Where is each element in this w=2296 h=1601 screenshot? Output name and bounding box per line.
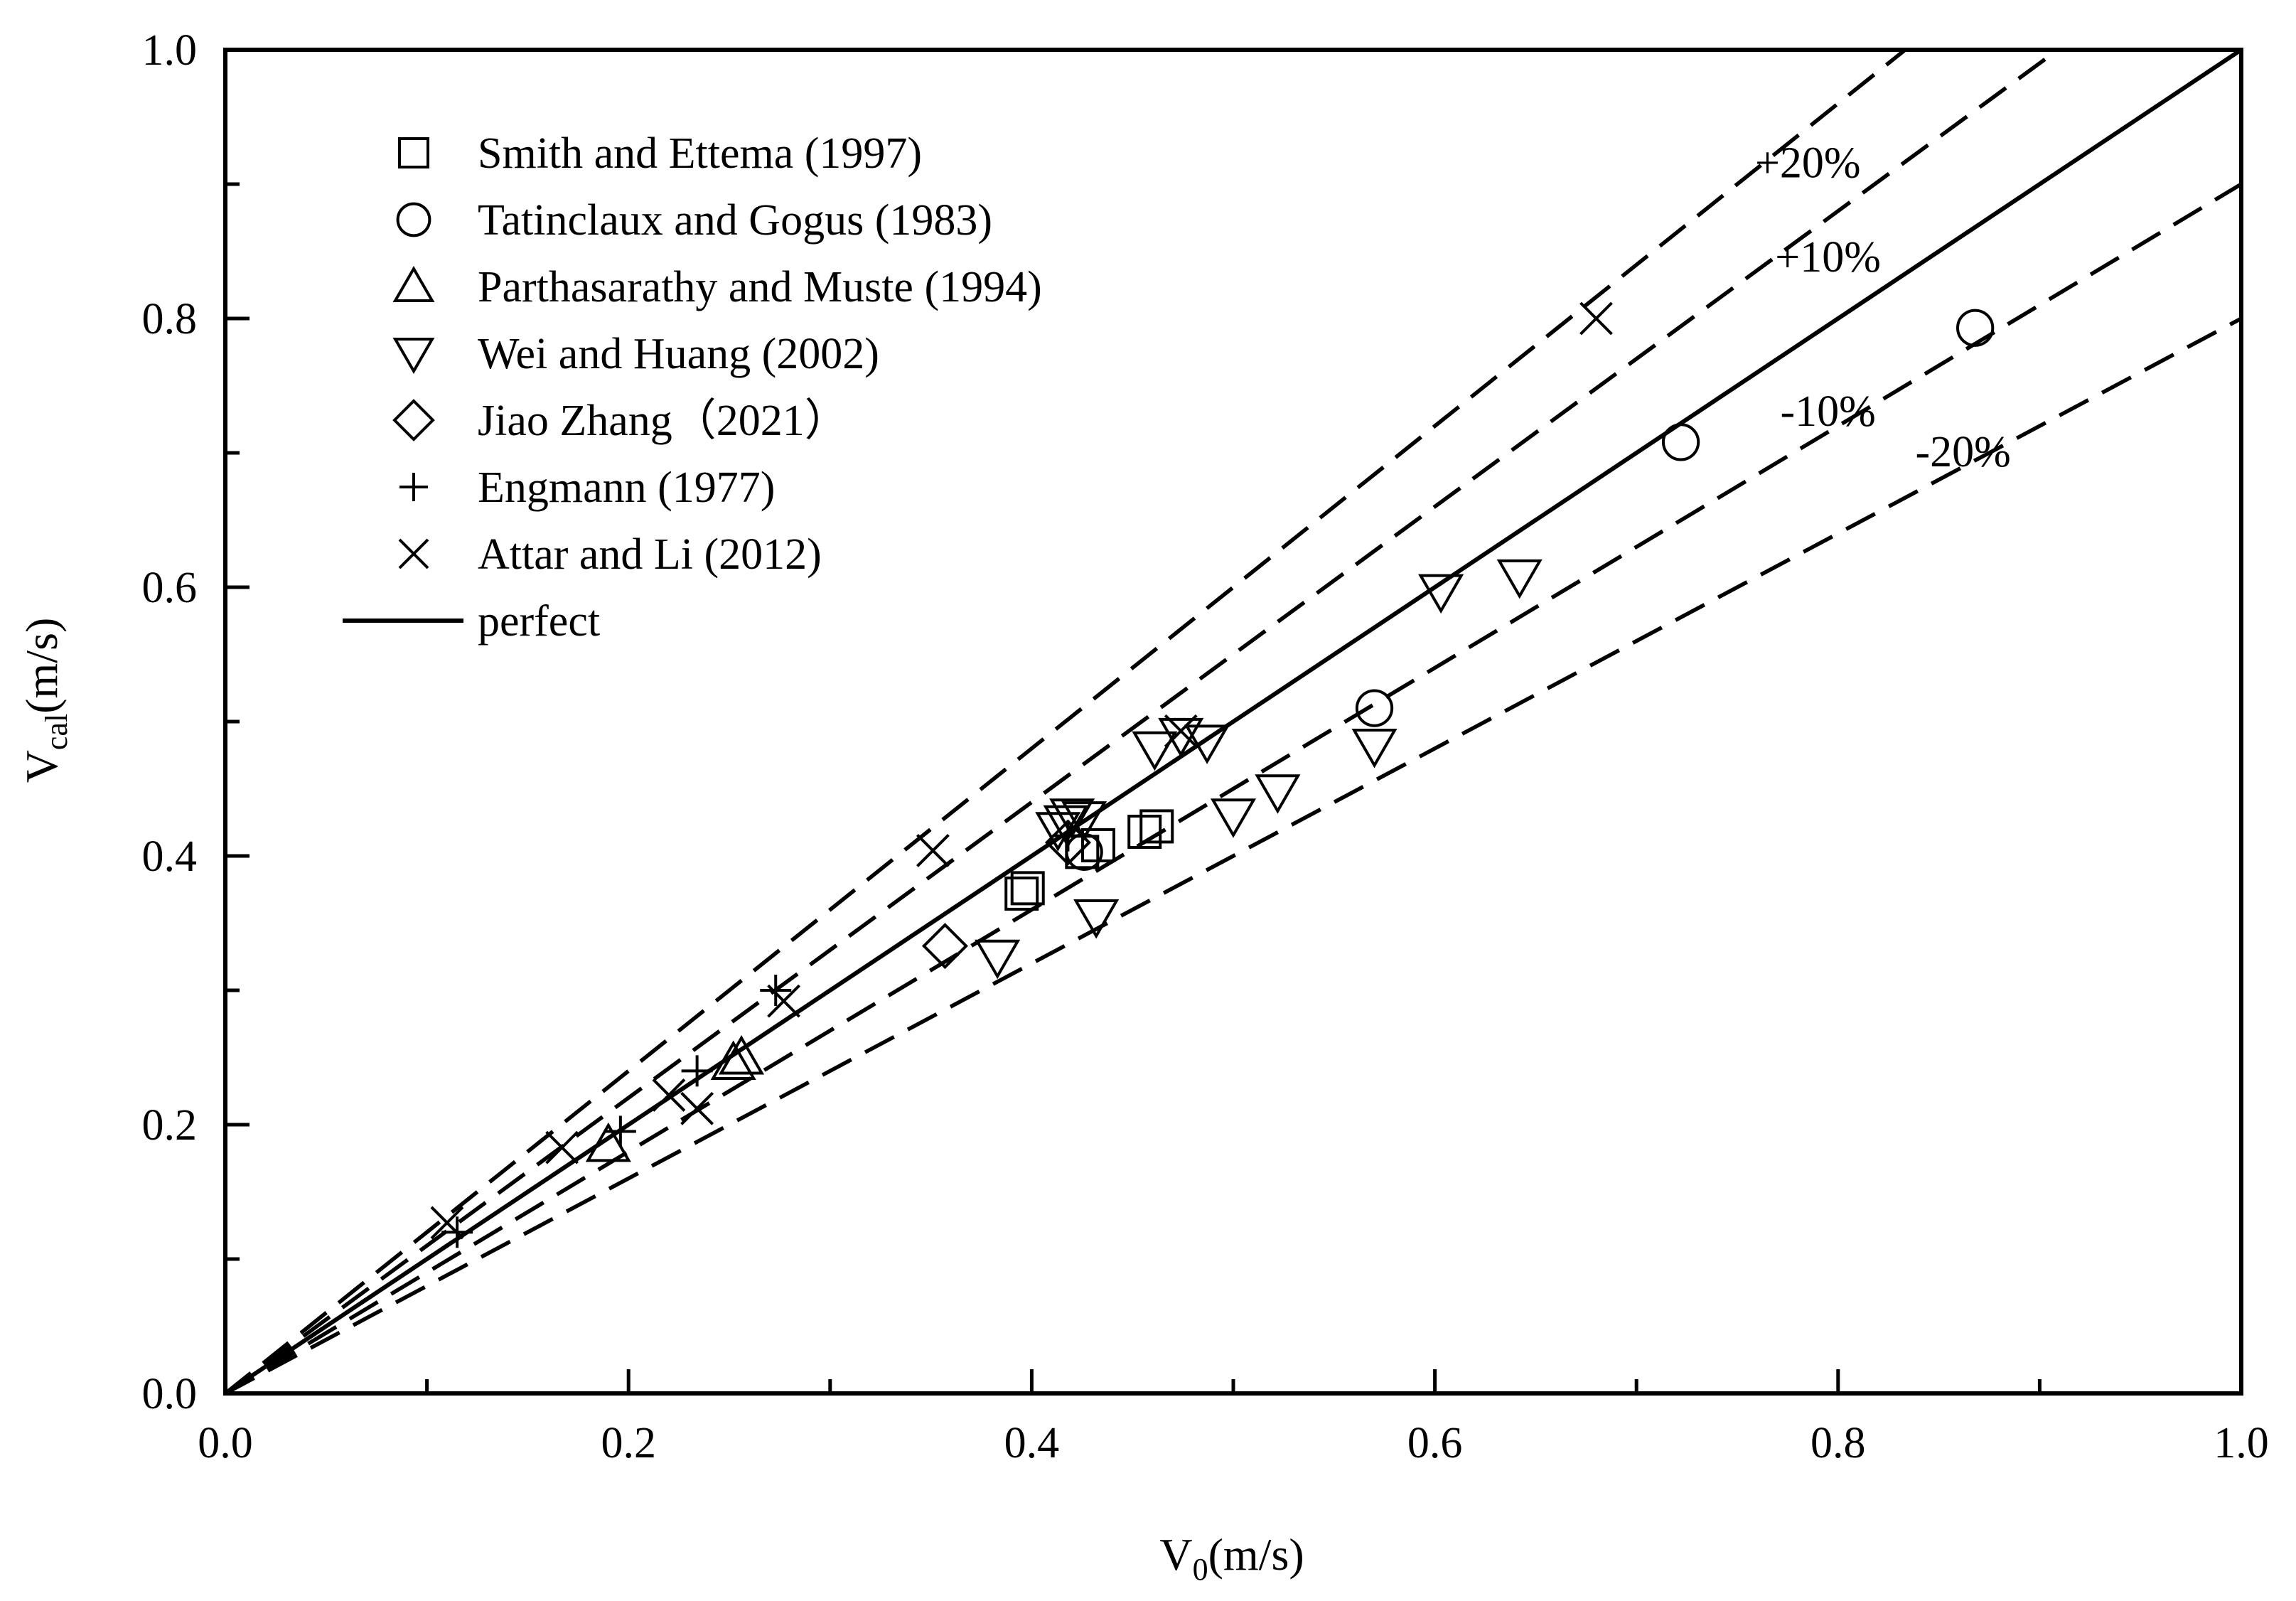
data-point <box>1127 814 1162 849</box>
legend-label: Attar and Li (2012) <box>478 530 822 579</box>
data-point <box>1956 309 1995 347</box>
y-tick-label: 0.6 <box>142 564 198 612</box>
legend-label: Engmann (1977) <box>478 464 775 512</box>
reference-line-plus20pct <box>225 50 1907 1393</box>
y-axis-title-unit: (m/s) <box>16 618 67 714</box>
legend-marker-square <box>398 137 429 168</box>
data-point <box>545 1130 579 1164</box>
data-point <box>652 1078 686 1112</box>
legend-marker-plus <box>399 473 428 501</box>
reference-line-minus10pct <box>225 182 2241 1393</box>
data-point <box>1351 729 1398 769</box>
y-axis-title-sub: cal <box>39 714 74 750</box>
legend-marker-x <box>398 538 429 569</box>
x-axis-title: V0(m/s) <box>1159 1529 1304 1587</box>
x-tick-label: 0.8 <box>1810 1419 1866 1467</box>
data-point <box>1496 559 1543 599</box>
legend: Smith and Ettema (1997) Tatinclaux and Go… <box>343 129 1042 646</box>
data-point <box>585 1122 631 1162</box>
y-tick-label: 0.2 <box>142 1101 198 1150</box>
data-point <box>760 975 792 1006</box>
legend-label: Wei and Huang (2002) <box>478 330 879 378</box>
data-point <box>1073 899 1120 939</box>
x-axis-title-base: V <box>1159 1529 1192 1580</box>
data-point <box>1184 724 1230 764</box>
x-tick-label: 0.6 <box>1407 1419 1463 1467</box>
data-point <box>975 939 1021 980</box>
data-point <box>1255 774 1301 814</box>
data-point <box>1579 301 1613 336</box>
series-7 <box>430 301 1613 1240</box>
reference-line-perfect <box>225 50 2241 1393</box>
data-point <box>604 1115 636 1147</box>
y-tick-label: 0.4 <box>142 832 198 881</box>
data-point <box>1004 876 1039 911</box>
data-point <box>1065 832 1103 871</box>
axes: 0.0 0.2 0.4 0.6 0.8 1.0 0.0 0.2 0.4 0.6 0.8 1.0 <box>142 26 2269 1467</box>
y-tick-label: 0.8 <box>142 295 198 343</box>
data-point <box>718 1035 765 1075</box>
data-point <box>1061 801 1107 841</box>
data-point <box>1418 574 1464 614</box>
x-axis-title-unit: (m/s) <box>1208 1529 1304 1580</box>
data-point <box>1158 717 1204 758</box>
x-tick-label: 0.4 <box>1004 1419 1060 1467</box>
series-1 <box>1004 809 1174 911</box>
legend-marker-triangle-up <box>392 266 435 302</box>
data-point <box>681 1055 713 1087</box>
legend-marker-diamond <box>392 399 435 441</box>
data-point <box>1010 871 1045 906</box>
plot-clip-group <box>225 50 2241 1393</box>
data-point <box>1355 689 1394 727</box>
series-4 <box>975 559 1543 980</box>
y-axis-title: Vcal(m/s) <box>16 618 74 783</box>
y-tick-label: 0.0 <box>142 1370 198 1418</box>
reference-label: +20% <box>1755 139 1861 188</box>
data-point <box>767 984 800 1018</box>
y-axis-title-base: V <box>16 750 67 783</box>
data-point <box>1132 731 1178 771</box>
plot-area: +20% +10% -10% -20% <box>225 50 2241 1393</box>
reference-label: -20% <box>1915 428 2010 476</box>
data-point <box>710 1040 756 1081</box>
data-point <box>921 923 968 970</box>
reference-label: -10% <box>1780 387 1875 436</box>
reference-line-minus20pct <box>225 316 2241 1393</box>
legend-marker-triangle-down <box>392 338 435 374</box>
legend-label: Tatinclaux and Gogus (1983) <box>478 196 992 245</box>
legend-label: Parthasarathy and Muste (1994) <box>478 263 1042 311</box>
data-point <box>680 1091 714 1125</box>
series-2 <box>1065 309 1995 871</box>
legend-marker-circle <box>396 202 431 237</box>
data-point <box>1052 820 1084 852</box>
data-point <box>916 834 950 867</box>
y-tick-label: 1.0 <box>142 26 198 75</box>
x-tick-label: 1.0 <box>2214 1419 2269 1467</box>
legend-label: perfect <box>478 597 600 646</box>
x-axis-title-sub: 0 <box>1193 1552 1208 1587</box>
data-point <box>1049 798 1095 838</box>
data-point <box>1164 714 1198 748</box>
data-point <box>430 1206 464 1240</box>
x-tick-label: 0.0 <box>198 1419 253 1467</box>
data-point <box>1139 809 1174 844</box>
reference-line-plus10pct <box>225 50 2059 1393</box>
legend-label: Jiao Zhang（2021） <box>478 397 849 445</box>
x-tick-label: 0.2 <box>601 1419 656 1467</box>
data-point <box>1661 423 1700 461</box>
legend-label: Smith and Ettema (1997) <box>478 129 922 178</box>
data-point <box>1210 798 1257 838</box>
reference-label: +10% <box>1775 233 1881 282</box>
series-3 <box>585 1035 765 1162</box>
